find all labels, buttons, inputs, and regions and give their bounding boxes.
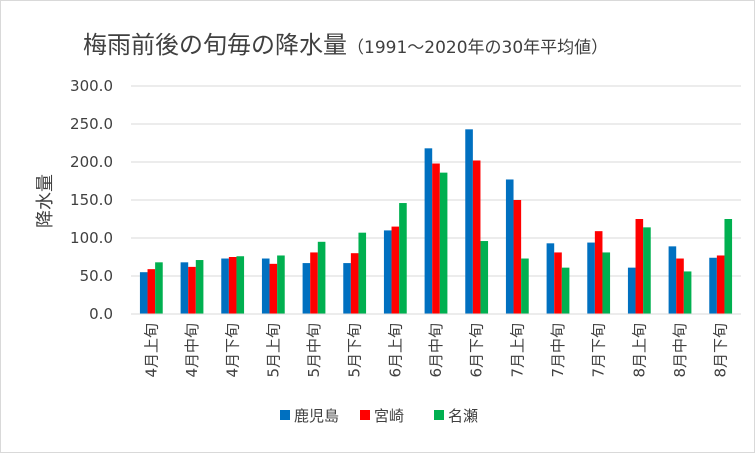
bar <box>465 129 473 314</box>
bar <box>683 271 692 314</box>
bar <box>602 252 611 314</box>
bar <box>180 262 189 314</box>
bars <box>139 129 733 314</box>
x-tick-label: 7月上旬 <box>508 323 526 378</box>
bar <box>554 252 562 314</box>
y-tick-label: 0.0 <box>89 305 113 323</box>
legend-label: 名瀬 <box>448 407 478 425</box>
legend: 鹿児島 宮崎 名瀬 <box>280 407 478 425</box>
x-tick-label: 4月中旬 <box>183 323 201 378</box>
x-tick-label: 8月中旬 <box>671 323 689 378</box>
bar <box>317 241 326 314</box>
y-tick-label: 200.0 <box>70 153 113 171</box>
bar <box>480 241 489 314</box>
x-tick-label: 5月下旬 <box>346 323 364 378</box>
legend-swatch <box>434 410 444 420</box>
bar <box>668 246 677 314</box>
chart-title: 梅雨前後の旬毎の降水量（1991～2020年の30年平均値） <box>83 31 608 59</box>
bar <box>594 231 603 314</box>
bar <box>521 258 529 314</box>
bar <box>643 227 651 314</box>
x-tick-label: 8月下旬 <box>712 323 730 378</box>
bar <box>383 230 392 314</box>
x-tick-label: 6月中旬 <box>427 323 445 378</box>
bar <box>587 242 595 314</box>
bar <box>513 200 522 314</box>
bar <box>432 163 440 314</box>
x-tick-label: 7月下旬 <box>590 323 608 378</box>
bar <box>147 269 156 314</box>
bar <box>195 260 204 314</box>
bar <box>269 263 278 314</box>
bar <box>709 257 717 314</box>
bar <box>424 148 433 314</box>
x-tick-label: 5月中旬 <box>305 323 323 378</box>
bar <box>439 172 448 314</box>
x-tick-label: 8月上旬 <box>630 323 648 378</box>
y-tick-label: 300.0 <box>70 77 113 95</box>
legend-label: 鹿児島 <box>294 407 339 425</box>
bar <box>546 243 555 314</box>
legend-swatch <box>360 410 370 420</box>
x-tick-label: 6月下旬 <box>468 323 486 378</box>
bar <box>399 203 407 314</box>
bar <box>358 232 367 314</box>
x-tick-label: 5月上旬 <box>264 323 282 378</box>
bar <box>676 258 684 314</box>
bar <box>343 263 351 314</box>
legend-label: 宮崎 <box>374 407 404 425</box>
x-tick-label: 4月下旬 <box>224 323 242 378</box>
bar <box>724 219 733 314</box>
bar <box>277 255 285 314</box>
legend-swatch <box>280 410 290 420</box>
chart-title-main: 梅雨前後の旬毎の降水量 <box>83 31 347 59</box>
bar <box>561 267 570 314</box>
chart-subtitle: （1991～2020年の30年平均値） <box>347 38 608 58</box>
bar <box>350 253 359 314</box>
y-tick-label: 250.0 <box>70 115 113 133</box>
x-axis-ticks: 4月上旬 4月中旬 4月下旬 5月上旬 5月中旬 5月下旬 6月上旬 6月中旬 6月下旬 7月上旬… <box>142 323 729 378</box>
bar <box>221 258 229 314</box>
bar <box>310 252 318 314</box>
x-tick-label: 4月上旬 <box>142 323 160 378</box>
y-tick-label: 150.0 <box>70 191 113 209</box>
x-tick-label: 6月上旬 <box>386 323 404 378</box>
bar <box>391 226 400 314</box>
bar <box>716 255 725 314</box>
bar <box>139 272 148 314</box>
bar <box>188 266 196 314</box>
bar <box>627 267 636 314</box>
bar <box>236 256 245 314</box>
bar <box>302 263 311 314</box>
bar <box>155 262 163 314</box>
y-axis-label: 降水量 <box>35 174 56 228</box>
bar <box>635 219 644 314</box>
bar <box>228 257 237 314</box>
bar <box>472 160 481 314</box>
x-tick-label: 7月中旬 <box>549 323 567 378</box>
y-tick-label: 50.0 <box>80 267 113 285</box>
bar <box>505 179 514 314</box>
bar <box>261 258 270 314</box>
y-axis-ticks: 0.0 50.0 100.0 150.0 200.0 250.0 300.0 <box>70 77 113 323</box>
y-tick-label: 100.0 <box>70 229 113 247</box>
